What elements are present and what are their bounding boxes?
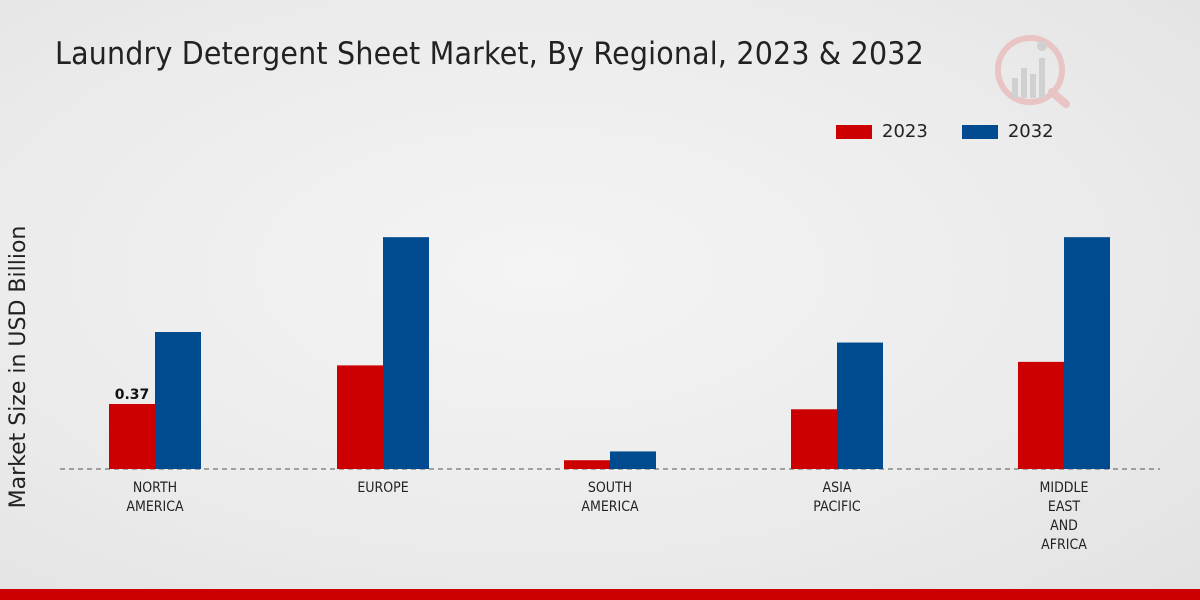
- x-tick-line: AND: [1050, 518, 1078, 534]
- bar-2023-1: [337, 365, 383, 469]
- legend-label-2023: 2023: [882, 121, 928, 142]
- x-tick-label-2: SOUTH AMERICA: [581, 480, 638, 515]
- x-tick-label-3: ASIA PACIFIC: [813, 480, 860, 515]
- x-tick-label-1: EUROPE: [357, 480, 408, 496]
- bar-2023-3: [791, 409, 837, 469]
- legend-label-2032: 2032: [1007, 121, 1054, 142]
- footer-bar: [0, 589, 1200, 600]
- data-label-0: 0.37: [115, 387, 150, 403]
- legend: 2023 2032: [836, 121, 1054, 142]
- x-tick-line: ASIA: [823, 480, 852, 496]
- x-tick-line: PACIFIC: [813, 499, 860, 515]
- legend-swatch-2032: [961, 124, 998, 139]
- x-tick-line: MIDDLE: [1040, 480, 1089, 496]
- x-tick-label-4: MIDDLE EAST AND AFRICA: [1040, 480, 1089, 553]
- x-tick-line: SOUTH: [588, 480, 632, 496]
- legend-swatch-2023: [836, 124, 872, 139]
- bar-2032-1: [383, 237, 429, 469]
- x-tick-line: EUROPE: [357, 480, 408, 496]
- x-tick-line: AMERICA: [126, 499, 183, 515]
- chart-title: Laundry Detergent Sheet Market, By Regio…: [55, 36, 924, 72]
- bar-2032-2: [610, 451, 656, 469]
- bar-2023-4: [1018, 361, 1064, 469]
- brand-logo-icon: [995, 35, 1070, 108]
- bar-2032-3: [837, 342, 883, 469]
- legend-item-2032: 2032: [961, 121, 1054, 142]
- bar-2032-4: [1064, 237, 1110, 469]
- legend-item-2023: 2023: [836, 121, 928, 142]
- bar-2023-0: [109, 404, 155, 469]
- bar-2023-2: [564, 460, 610, 469]
- bar-2032-0: [155, 332, 201, 469]
- x-tick-line: AFRICA: [1041, 537, 1087, 553]
- x-tick-line: AMERICA: [581, 499, 638, 515]
- y-axis-label: Market Size in USD Billion: [6, 226, 31, 509]
- x-tick-line: NORTH: [133, 480, 177, 496]
- x-tick-label-0: NORTH AMERICA: [126, 480, 183, 515]
- y-axis-label-svg: Market Size in USD Billion: [6, 226, 31, 509]
- x-tick-line: EAST: [1048, 499, 1081, 515]
